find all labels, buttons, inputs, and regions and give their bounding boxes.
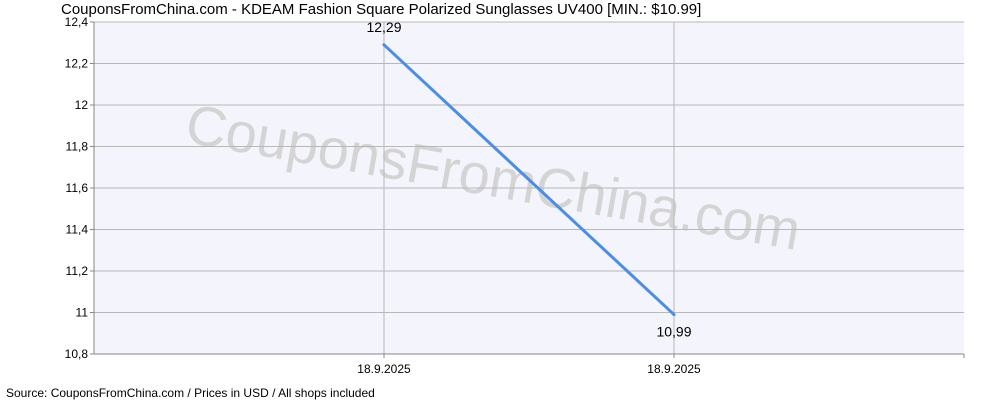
y-tick-label: 11,2 xyxy=(66,264,89,278)
y-gridlines xyxy=(94,21,964,355)
y-tick-label: 11,6 xyxy=(66,181,89,195)
x-tick-label: 18.9.2025 xyxy=(357,362,411,376)
chart-title: CouponsFromChina.com - KDEAM Fashion Squ… xyxy=(61,1,702,18)
x-gridlines xyxy=(383,22,675,354)
y-tick-label: 12,4 xyxy=(65,15,89,29)
y-tick-labels: 10,8 11 11,2 11,4 11,6 11,8 12 12,2 12,4 xyxy=(65,15,94,361)
y-tick-label: 11,4 xyxy=(66,223,89,237)
y-tick-label: 11 xyxy=(76,306,89,320)
data-point xyxy=(672,313,676,317)
data-labels: 12,29 10,99 xyxy=(366,19,691,340)
y-tick-label: 11,8 xyxy=(66,140,89,154)
x-tick-labels: 18.9.2025 18.9.2025 xyxy=(357,354,965,376)
y-tick-label: 12,2 xyxy=(65,57,89,71)
x-tick-label: 18.9.2025 xyxy=(647,362,701,376)
price-series xyxy=(382,43,676,317)
series-line xyxy=(382,43,676,317)
y-tick-label: 10,8 xyxy=(65,347,89,361)
data-label: 10,99 xyxy=(656,324,691,340)
data-label: 12,29 xyxy=(366,19,401,35)
source-note: Source: CouponsFromChina.com / Prices in… xyxy=(6,386,375,400)
data-point xyxy=(382,43,386,47)
y-tick-label: 12 xyxy=(75,98,89,112)
